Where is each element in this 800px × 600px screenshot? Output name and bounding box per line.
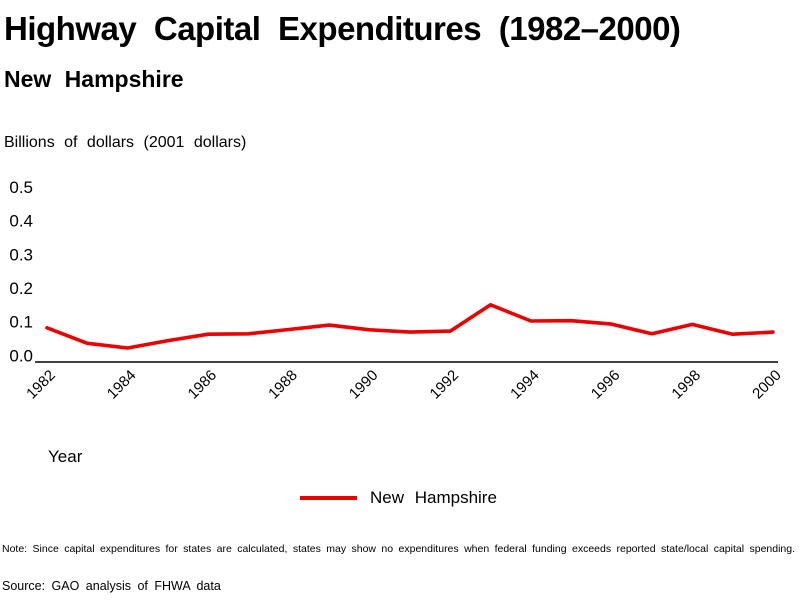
y-tick-label: 0.2 [9, 279, 33, 298]
y-axis-unit-label: Billions of dollars (2001 dollars) [4, 134, 247, 151]
x-tick-label: 1984 [104, 367, 140, 403]
legend: New Hampshire [300, 488, 497, 508]
y-tick-label: 0.4 [9, 212, 33, 231]
source-text: Source: GAO analysis of FHWA data [2, 579, 221, 593]
legend-label: New Hampshire [370, 488, 497, 507]
y-tick-label: 0.0 [9, 346, 33, 365]
legend-line-swatch [300, 496, 357, 500]
chart-subtitle: New Hampshire [4, 66, 184, 92]
data-line-new-hampshire [45, 302, 775, 350]
x-tick-label: 1998 [668, 367, 704, 403]
x-tick-label: 1988 [265, 367, 301, 403]
line-chart: 0.0 0.1 0.2 0.3 0.4 0.5 1982 1984 1986 1988 1990 19… [9, 178, 785, 403]
x-tick-label: 1990 [346, 367, 382, 403]
note-text: Note: Since capital expenditures for sta… [2, 543, 796, 555]
y-tick-label: 0.3 [9, 245, 33, 264]
y-tick-label: 0.5 [9, 178, 33, 197]
y-tick-label: 0.1 [9, 313, 33, 332]
x-axis-label: Year [48, 447, 83, 466]
x-tick-label: 2000 [749, 367, 785, 403]
x-tick-label: 1994 [507, 367, 543, 403]
chart-title: Highway Capital Expenditures (1982–2000) [4, 10, 681, 47]
x-tick-label: 1986 [185, 367, 221, 403]
x-tick-label: 1982 [23, 367, 59, 403]
x-tick-label: 1992 [427, 367, 463, 403]
x-tick-label: 1996 [588, 367, 624, 403]
